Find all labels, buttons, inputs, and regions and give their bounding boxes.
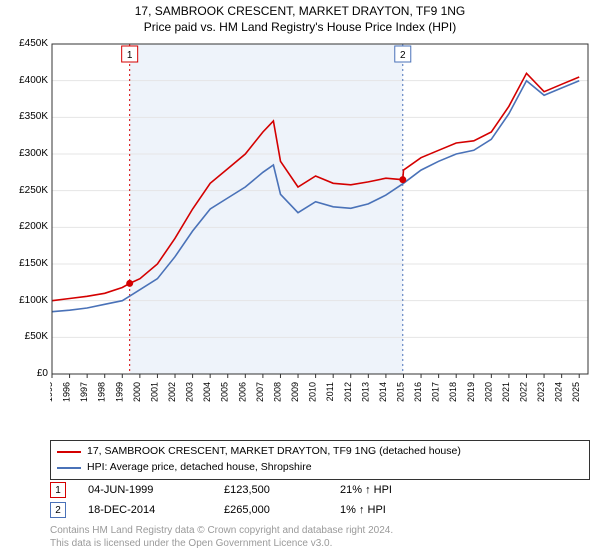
svg-text:1998: 1998 <box>97 382 107 402</box>
svg-text:2025: 2025 <box>571 382 581 402</box>
marker-badge-1: 1 <box>50 482 66 498</box>
svg-text:2014: 2014 <box>378 382 388 402</box>
svg-text:2019: 2019 <box>466 382 476 402</box>
svg-text:2012: 2012 <box>343 382 353 402</box>
svg-text:2: 2 <box>400 50 406 61</box>
svg-text:2000: 2000 <box>132 382 142 402</box>
chart-title-line1: 17, SAMBROOK CRESCENT, MARKET DRAYTON, T… <box>0 0 600 18</box>
marker-date-2: 18-DEC-2014 <box>88 504 218 516</box>
svg-text:2009: 2009 <box>290 382 300 402</box>
svg-text:2021: 2021 <box>501 382 511 402</box>
attribution-text: Contains HM Land Registry data © Crown c… <box>50 524 393 550</box>
svg-text:1995: 1995 <box>50 382 54 402</box>
legend-label-property: 17, SAMBROOK CRESCENT, MARKET DRAYTON, T… <box>87 444 461 460</box>
svg-text:1997: 1997 <box>79 382 89 402</box>
marker-pct-1: 21% ↑ HPI <box>340 484 420 496</box>
marker-row-1: 1 04-JUN-1999 £123,500 21% ↑ HPI <box>50 480 420 500</box>
y-axis-label: £400K <box>4 75 48 86</box>
marker-date-1: 04-JUN-1999 <box>88 484 218 496</box>
svg-text:2015: 2015 <box>395 382 405 402</box>
marker-row-2: 2 18-DEC-2014 £265,000 1% ↑ HPI <box>50 500 420 520</box>
svg-text:1: 1 <box>127 50 133 61</box>
svg-text:2024: 2024 <box>554 382 564 402</box>
legend-item-hpi: HPI: Average price, detached house, Shro… <box>57 460 583 476</box>
chart-legend: 17, SAMBROOK CRESCENT, MARKET DRAYTON, T… <box>50 440 590 480</box>
y-axis-label: £450K <box>4 38 48 49</box>
svg-text:2023: 2023 <box>536 382 546 402</box>
y-axis-label: £250K <box>4 185 48 196</box>
chart-title-line2: Price paid vs. HM Land Registry's House … <box>0 18 600 38</box>
y-axis-label: £150K <box>4 258 48 269</box>
svg-text:2018: 2018 <box>448 382 458 402</box>
svg-text:2003: 2003 <box>185 382 195 402</box>
svg-text:2002: 2002 <box>167 382 177 402</box>
svg-text:2005: 2005 <box>220 382 230 402</box>
marker-badge-2: 2 <box>50 502 66 518</box>
attribution-line1: Contains HM Land Registry data © Crown c… <box>50 524 393 537</box>
svg-text:2020: 2020 <box>483 382 493 402</box>
legend-swatch-hpi <box>57 467 81 469</box>
svg-text:2010: 2010 <box>308 382 318 402</box>
y-axis-label: £100K <box>4 295 48 306</box>
svg-text:2008: 2008 <box>272 382 282 402</box>
svg-text:2011: 2011 <box>325 382 335 401</box>
legend-swatch-property <box>57 451 81 453</box>
svg-text:2001: 2001 <box>149 382 159 402</box>
marker-price-1: £123,500 <box>224 484 334 496</box>
svg-text:2022: 2022 <box>518 382 528 402</box>
attribution-line2: This data is licensed under the Open Gov… <box>50 537 393 550</box>
line-chart: 1 2 1995 1996 1997 1998 1999 2000 2001 2002 2003 20… <box>50 40 590 410</box>
svg-text:2006: 2006 <box>237 382 247 402</box>
svg-text:2007: 2007 <box>255 382 265 402</box>
svg-text:1999: 1999 <box>114 382 124 402</box>
svg-text:2017: 2017 <box>431 382 441 402</box>
marker-events-table: 1 04-JUN-1999 £123,500 21% ↑ HPI 2 18-DE… <box>50 480 420 520</box>
svg-text:1996: 1996 <box>62 382 72 402</box>
svg-text:2013: 2013 <box>360 382 370 402</box>
marker-pct-2: 1% ↑ HPI <box>340 504 420 516</box>
svg-text:2016: 2016 <box>413 382 423 402</box>
y-axis-label: £350K <box>4 111 48 122</box>
legend-label-hpi: HPI: Average price, detached house, Shro… <box>87 460 312 476</box>
y-axis-label: £50K <box>4 331 48 342</box>
svg-text:2004: 2004 <box>202 382 212 402</box>
y-axis-label: £300K <box>4 148 48 159</box>
marker-price-2: £265,000 <box>224 504 334 516</box>
y-axis-label: £200K <box>4 221 48 232</box>
legend-item-property: 17, SAMBROOK CRESCENT, MARKET DRAYTON, T… <box>57 444 583 460</box>
y-axis-label: £0 <box>4 368 48 379</box>
